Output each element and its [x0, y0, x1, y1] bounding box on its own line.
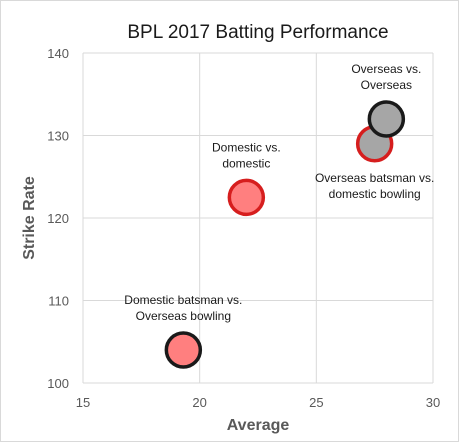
y-tick-label: 100: [47, 376, 69, 391]
point-label: domestic: [222, 156, 270, 170]
point-label: Domestic batsman vs.: [124, 293, 242, 307]
data-point: [227, 178, 266, 217]
data-point: [164, 331, 203, 369]
y-tick-label: 110: [48, 294, 69, 309]
chart-title: BPL 2017 Batting Performance: [127, 22, 388, 43]
point-label: Domestic vs.: [212, 140, 281, 154]
data-points: [164, 100, 406, 369]
x-axis-title: Average: [227, 417, 290, 434]
data-point: [367, 100, 406, 138]
point-label: Overseas: [361, 78, 412, 92]
y-axis-title: Strike Rate: [21, 176, 38, 260]
x-tick-label: 20: [192, 395, 206, 410]
y-tick-label: 140: [47, 46, 69, 61]
point-annotations: Domestic batsman vs. Overseas bowling Dome…: [124, 62, 434, 323]
y-tick-label: 130: [47, 129, 69, 144]
gridlines: [82, 52, 434, 384]
point-label: domestic bowling: [329, 187, 421, 201]
x-tick-label: 30: [426, 395, 440, 410]
y-tick-label: 120: [47, 211, 69, 226]
tick-labels: 15 20 25 30 100 110 120 130 140: [47, 46, 440, 410]
point-label: Overseas batsman vs.: [315, 171, 434, 185]
x-tick-label: 15: [76, 395, 90, 410]
point-label: Overseas vs.: [351, 62, 421, 76]
point-label: Overseas bowling: [136, 309, 231, 323]
x-tick-label: 25: [309, 395, 323, 410]
